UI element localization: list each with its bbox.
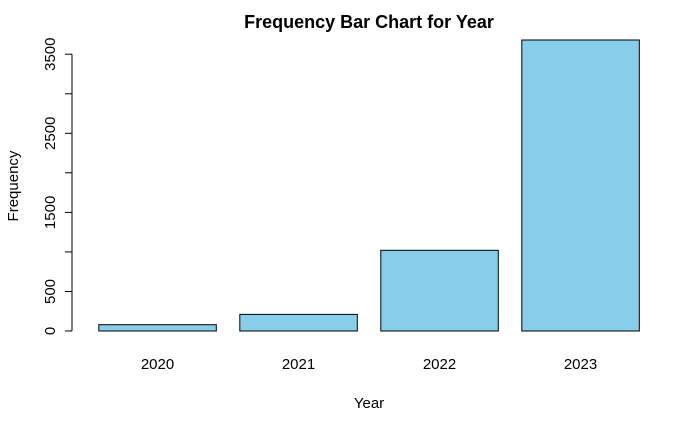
chart-title: Frequency Bar Chart for Year [244, 12, 494, 32]
bar-2020 [98, 324, 217, 332]
y-tick-label-1500: 1500 [42, 196, 59, 229]
y-axis-title: Frequency [5, 150, 22, 221]
y-axis: 0 500 1500 2500 3500 [42, 38, 73, 335]
y-tick-label-500: 500 [42, 279, 59, 304]
x-tick-label-2020: 2020 [141, 356, 174, 373]
y-tick-label-2500: 2500 [42, 117, 59, 150]
y-tick-label-0: 0 [42, 327, 59, 335]
bar-2023 [521, 39, 640, 332]
bar-2022 [380, 249, 499, 332]
bar-2021 [239, 313, 358, 332]
x-axis-labels: 2020 2021 2022 2023 [141, 356, 597, 373]
y-tick-label-3500: 3500 [42, 38, 59, 71]
x-tick-label-2022: 2022 [423, 356, 456, 373]
x-tick-label-2021: 2021 [282, 356, 315, 373]
x-axis-title: Year [354, 395, 384, 412]
bars-group [98, 39, 640, 332]
x-tick-label-2023: 2023 [564, 356, 597, 373]
